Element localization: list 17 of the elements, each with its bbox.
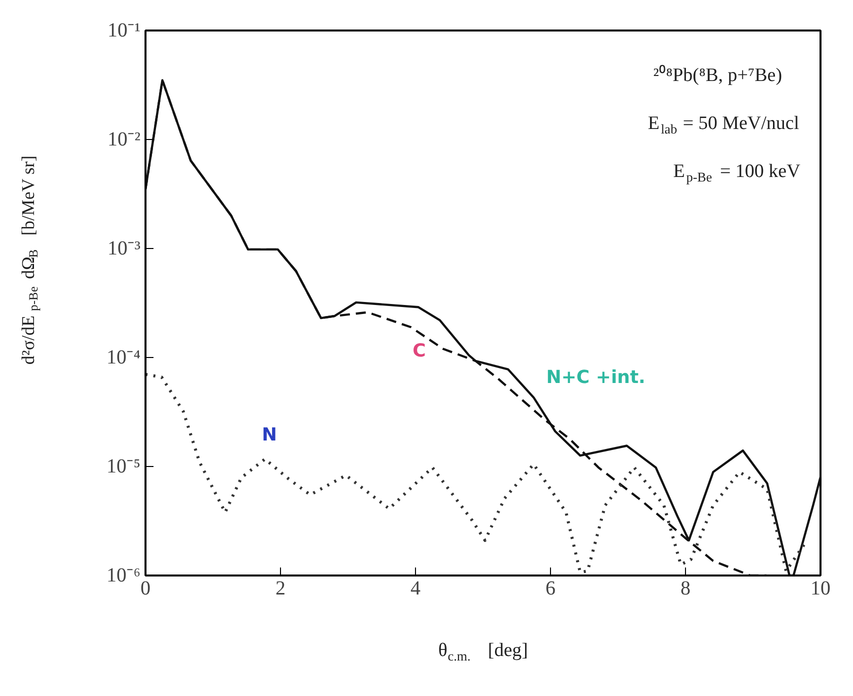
y-tick-label: 10⁻⁶: [106, 564, 141, 586]
x-tick-label: 10: [810, 578, 830, 600]
y-tick-label: 10⁻⁵: [106, 456, 141, 478]
series-label: N+C +int.: [546, 366, 646, 388]
series-label: N: [262, 424, 277, 446]
annotation: ²⁰⁸Pb(⁸B, p+⁷Be): [653, 64, 782, 86]
x-tick-label: 8: [680, 578, 690, 600]
x-tick-label: 2: [276, 578, 286, 600]
y-tick-label: 10⁻¹: [108, 20, 141, 42]
x-tick-label: 4: [410, 578, 420, 600]
y-tick-label: 10⁻³: [108, 238, 141, 260]
y-tick-label: 10⁻⁴: [106, 346, 141, 368]
series-label: C: [412, 340, 426, 362]
y-axis-title: d²σ/dEp-Be dΩB [b/MeV sr]: [18, 156, 40, 365]
x-tick-label: 0: [140, 578, 150, 600]
y-tick-label: 10⁻²: [108, 128, 141, 150]
x-tick-label: 6: [546, 578, 556, 600]
